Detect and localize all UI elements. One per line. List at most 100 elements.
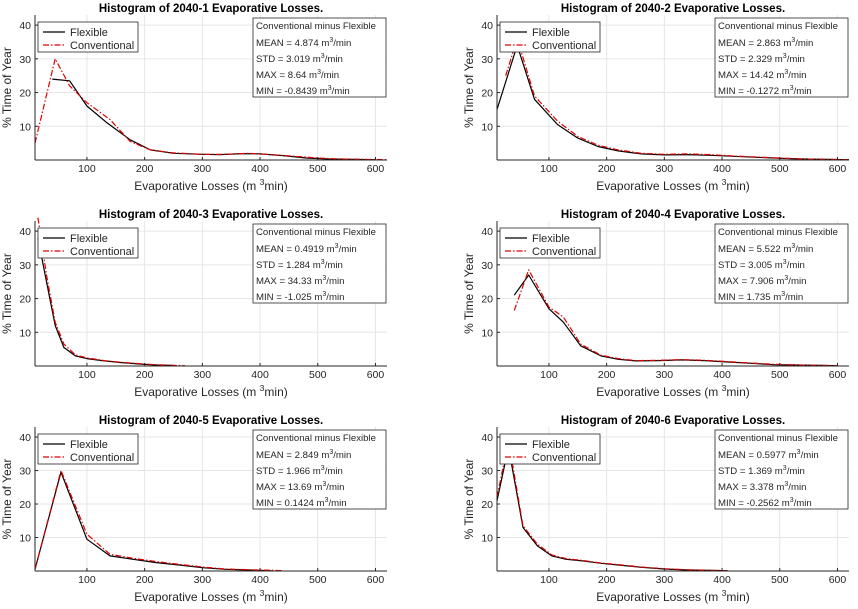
- x-axis-label: Evaporative Losses (m 3min): [596, 383, 750, 399]
- y-axis-label: % Time of Year: [0, 253, 14, 334]
- series-line-conventional: [496, 439, 728, 572]
- stats-header: Conventional minus Flexible: [718, 21, 838, 32]
- x-tick-label: 400: [713, 163, 731, 175]
- stats-std: STD = 3.005 m3/min: [718, 259, 805, 271]
- stats-mean: MEAN = 4.874 m3/min: [256, 37, 351, 49]
- y-axis-label: % Time of Year: [462, 459, 476, 540]
- chart-title: Histogram of 2040-6 Evaporative Losses.: [561, 415, 785, 427]
- x-tick-label: 300: [194, 163, 212, 175]
- x-tick-label: 200: [136, 574, 154, 586]
- x-tick-label: 100: [78, 369, 96, 381]
- legend-label-conventional: Conventional: [532, 452, 596, 464]
- chart-panel-1: 100 200 300 400 500 600 10 20 30 40 Histogram of 2…: [0, 3, 388, 193]
- y-tick-label: 10: [481, 121, 493, 133]
- stats-std: STD = 2.329 m3/min: [718, 53, 805, 65]
- legend-box: [37, 433, 139, 465]
- stats-max: MAX = 34.33 m3/min: [256, 275, 344, 287]
- y-tick-label: 40: [19, 432, 31, 444]
- legend-label-flexible: Flexible: [70, 27, 108, 39]
- x-tick-label: 400: [251, 369, 269, 381]
- y-tick-label: 10: [481, 327, 493, 339]
- legend-label-flexible: Flexible: [532, 439, 570, 451]
- x-tick-label: 400: [251, 163, 269, 175]
- chart-panel-6: 100 200 300 400 500 600 10 20 30 40 Histogram of 2…: [462, 415, 849, 604]
- chart-panel-4: 100 200 300 400 500 600 10 20 30 40 Histogram of 2…: [462, 209, 849, 399]
- y-tick-label: 10: [19, 533, 31, 545]
- x-tick-label: 500: [771, 574, 789, 586]
- x-axis-label: Evaporative Losses (m 3min): [134, 383, 288, 399]
- x-tick-label: 200: [598, 163, 616, 175]
- stats-min: MIN = 0.1424 m3/min: [256, 497, 347, 509]
- chart-panel-5: 100 200 300 400 500 600 10 20 30 40 Histogram of 2…: [0, 415, 387, 604]
- x-tick-label: 400: [251, 574, 269, 586]
- stats-box: Conventional minus Flexible MEAN = 5.522 …: [714, 223, 849, 304]
- legend-box: [499, 227, 601, 259]
- y-axis-label: % Time of Year: [0, 47, 14, 128]
- stats-mean: MEAN = 0.4919 m3/min: [256, 243, 357, 255]
- legend-label-flexible: Flexible: [70, 233, 108, 245]
- x-tick-label: 200: [598, 369, 616, 381]
- y-tick-label: 40: [481, 20, 493, 32]
- x-tick-label: 100: [540, 369, 558, 381]
- chart-title: Histogram of 2040-4 Evaporative Losses.: [561, 209, 785, 221]
- legend-label-flexible: Flexible: [532, 27, 570, 39]
- chart-title: Histogram of 2040-5 Evaporative Losses.: [99, 415, 323, 427]
- y-tick-label: 10: [19, 327, 31, 339]
- stats-box: Conventional minus Flexible MEAN = 4.874 …: [252, 17, 387, 98]
- y-tick-label: 30: [19, 260, 31, 272]
- stats-max: MAX = 7.906 m3/min: [718, 275, 806, 287]
- chart-panel-3: 100 200 300 400 500 600 10 20 30 40 Histogram of 2…: [0, 209, 387, 399]
- series-line-conventional: [34, 58, 388, 161]
- legend-box: [37, 21, 139, 53]
- stats-mean: MEAN = 5.522 m3/min: [718, 243, 813, 255]
- stats-box-frame: [714, 429, 849, 510]
- y-tick-label: 20: [19, 499, 31, 511]
- x-tick-label: 600: [829, 574, 847, 586]
- y-tick-label: 30: [19, 466, 31, 478]
- x-tick-label: 600: [367, 574, 385, 586]
- x-tick-label: 600: [367, 369, 385, 381]
- y-tick-label: 10: [481, 533, 493, 545]
- x-tick-label: 200: [598, 574, 616, 586]
- stats-header: Conventional minus Flexible: [256, 433, 376, 444]
- stats-header: Conventional minus Flexible: [256, 227, 376, 238]
- y-tick-label: 40: [19, 226, 31, 238]
- x-axis-label: Evaporative Losses (m 3min): [134, 588, 288, 604]
- stats-min: MIN = 1.735 m3/min: [718, 291, 803, 303]
- stats-max: MAX = 3.378 m3/min: [718, 481, 806, 493]
- chart-title: Histogram of 2040-2 Evaporative Losses.: [561, 3, 785, 15]
- stats-box: Conventional minus Flexible MEAN = 0.5977…: [714, 429, 849, 510]
- stats-std: STD = 1.284 m3/min: [256, 259, 343, 271]
- stats-mean: MEAN = 2.849 m3/min: [256, 449, 351, 461]
- stats-box-frame: [714, 17, 849, 98]
- x-tick-label: 400: [713, 574, 731, 586]
- legend-label-conventional: Conventional: [532, 40, 596, 52]
- y-tick-label: 20: [481, 294, 493, 306]
- stats-min: MIN = -0.1272 m3/min: [718, 85, 812, 97]
- x-axis-label: Evaporative Losses (m 3min): [134, 177, 288, 193]
- x-tick-label: 100: [540, 574, 558, 586]
- x-tick-label: 100: [78, 163, 96, 175]
- x-tick-label: 200: [136, 163, 154, 175]
- x-tick-label: 100: [78, 574, 96, 586]
- y-tick-label: 40: [19, 20, 31, 32]
- x-tick-label: 100: [540, 163, 558, 175]
- stats-std: STD = 1.369 m3/min: [718, 465, 805, 477]
- stats-box: Conventional minus Flexible MEAN = 2.849 …: [252, 429, 387, 510]
- x-axis-label: Evaporative Losses (m 3min): [596, 177, 750, 193]
- x-tick-label: 400: [713, 369, 731, 381]
- chart-panel-2: 100 200 300 400 500 600 10 20 30 40 Histogram of 2…: [462, 3, 850, 193]
- series-line-conventional: [37, 217, 186, 367]
- x-tick-label: 600: [829, 369, 847, 381]
- x-tick-label: 200: [136, 369, 154, 381]
- x-tick-label: 500: [771, 369, 789, 381]
- y-tick-label: 10: [19, 121, 31, 133]
- y-tick-label: 20: [19, 88, 31, 100]
- chart-title: Histogram of 2040-3 Evaporative Losses.: [99, 209, 323, 221]
- stats-max: MAX = 14.42 m3/min: [718, 69, 806, 81]
